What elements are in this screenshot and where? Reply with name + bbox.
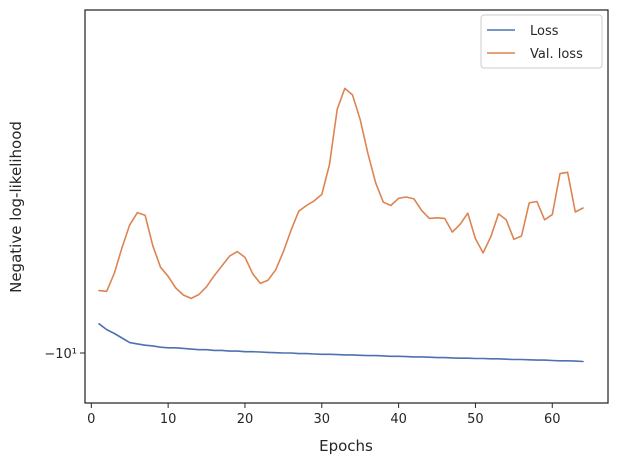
x-tick-label: 60 <box>544 412 561 427</box>
legend-label-val-loss: Val. loss <box>530 47 583 62</box>
y-tick-label: −10¹ <box>44 347 77 362</box>
x-axis-label: Epochs <box>319 437 373 455</box>
legend-box <box>480 14 603 69</box>
series-line-val-loss <box>98 87 584 300</box>
x-tick-label: 0 <box>87 412 95 427</box>
y-axis-label: Negative log-likelihood <box>7 121 25 293</box>
plot-area <box>84 9 609 404</box>
plot-frame <box>84 9 609 404</box>
x-tick-label: 20 <box>237 412 254 427</box>
series-line-loss <box>98 322 584 363</box>
x-tick-label: 30 <box>314 412 331 427</box>
legend-label-loss: Loss <box>530 24 559 39</box>
y-axis: −10¹ <box>44 347 85 362</box>
x-tick-label: 40 <box>390 412 407 427</box>
x-tick-label: 10 <box>160 412 177 427</box>
x-axis: 0 10 20 30 40 50 60 <box>87 403 561 427</box>
x-tick-label: 50 <box>467 412 484 427</box>
legend: Loss Val. loss <box>480 14 603 69</box>
